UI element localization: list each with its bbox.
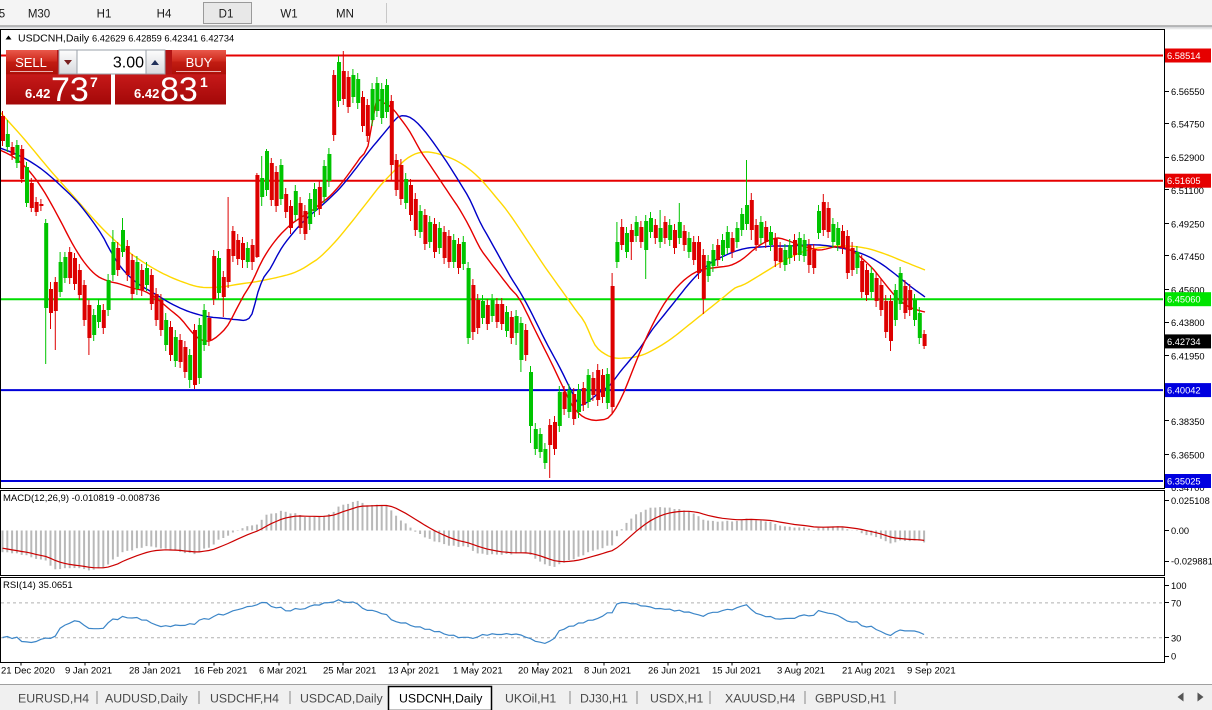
svg-text:6.42734: 6.42734 bbox=[1167, 337, 1201, 347]
svg-text:6.54750: 6.54750 bbox=[1171, 120, 1205, 130]
svg-text:GBPUSD,H1: GBPUSD,H1 bbox=[815, 692, 886, 706]
svg-text:USDX,H1: USDX,H1 bbox=[650, 692, 703, 706]
svg-text:9 Jan 2021: 9 Jan 2021 bbox=[65, 666, 112, 677]
svg-text:6 Mar 2021: 6 Mar 2021 bbox=[259, 666, 307, 677]
svg-text:6.42629 6.42859 6.42341 6.4273: 6.42629 6.42859 6.42341 6.42734 bbox=[92, 34, 234, 44]
svg-text:DJ30,H1: DJ30,H1 bbox=[580, 692, 628, 706]
svg-text:USDCNH,Daily: USDCNH,Daily bbox=[399, 692, 483, 706]
svg-text:6.47450: 6.47450 bbox=[1171, 252, 1205, 262]
svg-text:6.58514: 6.58514 bbox=[1167, 51, 1201, 61]
svg-text:H4: H4 bbox=[157, 9, 172, 21]
svg-text:20 May 2021: 20 May 2021 bbox=[518, 666, 573, 677]
svg-text:-0.029881: -0.029881 bbox=[1171, 557, 1212, 567]
svg-text:83: 83 bbox=[160, 71, 198, 109]
svg-text:7: 7 bbox=[90, 74, 98, 90]
svg-text:6.49250: 6.49250 bbox=[1171, 219, 1205, 229]
svg-text:D1: D1 bbox=[219, 9, 234, 21]
svg-text:6.40042: 6.40042 bbox=[1167, 386, 1201, 396]
svg-text:USDCAD,Daily: USDCAD,Daily bbox=[300, 692, 384, 706]
svg-text:6.43800: 6.43800 bbox=[1171, 318, 1205, 328]
svg-text:W1: W1 bbox=[280, 9, 297, 21]
svg-text:6.45600: 6.45600 bbox=[1171, 286, 1205, 296]
svg-text:100: 100 bbox=[1171, 581, 1187, 591]
svg-text:6.51605: 6.51605 bbox=[1167, 176, 1201, 186]
svg-text:3 Aug 2021: 3 Aug 2021 bbox=[777, 666, 825, 677]
svg-text:3.00: 3.00 bbox=[113, 55, 144, 72]
svg-text:6.36500: 6.36500 bbox=[1171, 450, 1205, 460]
svg-text:28 Jan 2021: 28 Jan 2021 bbox=[129, 666, 181, 677]
svg-text:MACD(12,26,9) -0.010819 -0.008: MACD(12,26,9) -0.010819 -0.008736 bbox=[3, 493, 160, 504]
svg-text:6.35025: 6.35025 bbox=[1167, 477, 1201, 487]
svg-text:M30: M30 bbox=[28, 9, 50, 21]
svg-text:6.56550: 6.56550 bbox=[1171, 87, 1205, 97]
svg-text:21 Aug 2021: 21 Aug 2021 bbox=[842, 666, 895, 677]
svg-text:6.51100: 6.51100 bbox=[1171, 186, 1204, 196]
svg-text:0.025108: 0.025108 bbox=[1171, 496, 1210, 506]
svg-text:6.38350: 6.38350 bbox=[1171, 417, 1205, 427]
svg-text:6.42: 6.42 bbox=[25, 86, 50, 101]
svg-text:UKOil,H1: UKOil,H1 bbox=[505, 692, 556, 706]
svg-text:XAUUSD,H4: XAUUSD,H4 bbox=[725, 692, 796, 706]
svg-text:26 Jun 2021: 26 Jun 2021 bbox=[648, 666, 700, 677]
svg-text:30: 30 bbox=[1171, 633, 1181, 643]
svg-text:H1: H1 bbox=[97, 9, 112, 21]
svg-text:13 Apr 2021: 13 Apr 2021 bbox=[388, 666, 439, 677]
svg-text:6.41950: 6.41950 bbox=[1171, 352, 1205, 362]
svg-text:0.00: 0.00 bbox=[1171, 526, 1189, 536]
svg-text:6.52900: 6.52900 bbox=[1171, 153, 1205, 163]
svg-text:0: 0 bbox=[1171, 652, 1176, 662]
svg-text:6.42: 6.42 bbox=[134, 86, 159, 101]
svg-text:16 Feb 2021: 16 Feb 2021 bbox=[194, 666, 247, 677]
svg-text:BUY: BUY bbox=[186, 55, 213, 70]
svg-text:RSI(14) 35.0651: RSI(14) 35.0651 bbox=[3, 580, 73, 591]
svg-text:5: 5 bbox=[0, 9, 5, 21]
svg-text:21 Dec 2020: 21 Dec 2020 bbox=[1, 666, 55, 677]
svg-text:SELL: SELL bbox=[15, 55, 47, 70]
svg-text:EURUSD,H4: EURUSD,H4 bbox=[18, 692, 89, 706]
svg-text:15 Jul 2021: 15 Jul 2021 bbox=[712, 666, 761, 677]
svg-text:USDCNH,Daily: USDCNH,Daily bbox=[18, 33, 90, 45]
svg-text:1 May 2021: 1 May 2021 bbox=[453, 666, 503, 677]
svg-text:1: 1 bbox=[200, 74, 208, 90]
svg-text:USDCHF,H4: USDCHF,H4 bbox=[210, 692, 279, 706]
svg-text:73: 73 bbox=[51, 71, 89, 109]
svg-text:8 Jun 2021: 8 Jun 2021 bbox=[584, 666, 631, 677]
svg-text:AUDUSD,Daily: AUDUSD,Daily bbox=[105, 692, 189, 706]
svg-text:MN: MN bbox=[336, 9, 354, 21]
svg-text:6.45060: 6.45060 bbox=[1167, 295, 1201, 305]
svg-text:25 Mar 2021: 25 Mar 2021 bbox=[323, 666, 376, 677]
svg-text:70: 70 bbox=[1171, 598, 1181, 608]
svg-text:9 Sep 2021: 9 Sep 2021 bbox=[907, 666, 956, 677]
